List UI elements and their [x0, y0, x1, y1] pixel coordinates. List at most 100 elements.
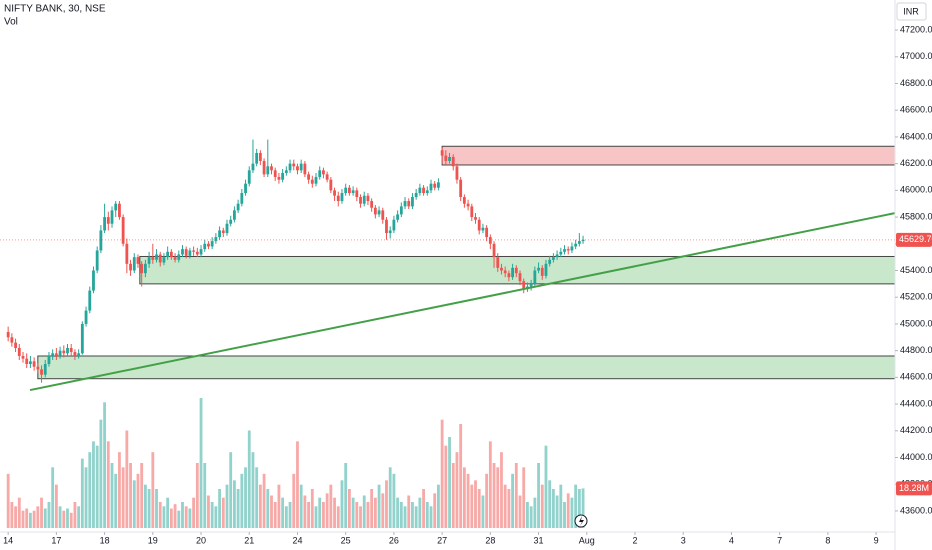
candle-body: [288, 163, 292, 171]
volume-bar: [344, 463, 348, 528]
overlay: [0, 212, 896, 392]
y-tick-label: 44600.00: [900, 372, 932, 382]
candle-body: [58, 350, 62, 356]
volume-bar: [340, 480, 344, 528]
volume-bar: [240, 473, 244, 528]
volume-bar: [247, 430, 251, 528]
candle-body: [143, 263, 147, 274]
volume-bar: [566, 493, 570, 528]
volume-bar: [14, 506, 17, 528]
candle-body: [95, 250, 99, 271]
currency-box[interactable]: [896, 2, 927, 21]
volume-bar: [266, 489, 270, 528]
candle-body: [244, 183, 247, 194]
candle-body: [474, 217, 477, 220]
volume-label-box: [896, 481, 932, 496]
volume-bar: [140, 463, 144, 528]
volume-bar: [58, 506, 62, 528]
candle-body: [25, 358, 29, 365]
candle-body: [574, 243, 578, 247]
candle-body: [455, 166, 459, 180]
candle-body: [540, 267, 544, 276]
volume-bar: [492, 463, 496, 528]
currency[interactable]: INR: [903, 6, 919, 16]
candle-body: [270, 166, 273, 171]
volume-bar: [155, 489, 158, 528]
volume-bar: [511, 473, 515, 528]
candle-body: [559, 251, 563, 255]
x-tick-label: 27: [437, 535, 447, 545]
y-tick-label: 45400.00: [900, 265, 932, 275]
volume-bar: [136, 473, 140, 528]
candle-body: [158, 254, 162, 263]
volume-bar: [62, 510, 66, 528]
volume-bar: [429, 506, 433, 528]
x-tick-label: 14: [3, 535, 13, 545]
volume-bar: [77, 506, 81, 528]
candle-body: [340, 193, 344, 202]
volume-bar: [129, 463, 132, 528]
candle-body: [221, 230, 225, 234]
volume-bar: [425, 502, 429, 528]
y-tick-label: 46000.00: [900, 185, 932, 195]
volume-bar: [132, 480, 136, 528]
candle-body: [355, 190, 359, 198]
candle-body: [240, 193, 244, 204]
candle-body: [307, 174, 311, 180]
candle-body: [140, 263, 144, 274]
volume-bar: [6, 473, 10, 528]
candle-body: [203, 243, 207, 250]
candle-body: [514, 267, 518, 274]
volume-bar: [251, 452, 255, 528]
candle-body: [477, 219, 481, 231]
candle-body: [407, 201, 411, 207]
volume-bar: [347, 489, 351, 528]
volume-bar: [169, 508, 173, 528]
volume-bar: [336, 506, 340, 528]
candle-body: [563, 249, 566, 252]
volume-bar: [444, 445, 448, 528]
candle-body: [377, 210, 381, 215]
volume-bar: [66, 508, 69, 528]
volume-bar: [570, 497, 574, 528]
volume-bar: [459, 424, 463, 528]
volume-bar: [466, 473, 470, 528]
candle-body: [151, 257, 155, 260]
volume-bar: [488, 441, 492, 528]
volume-bar: [329, 484, 333, 528]
candle-body: [448, 156, 451, 161]
candle-body: [333, 190, 336, 196]
candle-body: [199, 249, 203, 255]
volume-bar: [437, 484, 440, 528]
candle-body: [451, 156, 455, 167]
volume-bar: [92, 441, 95, 528]
volume-bar: [514, 463, 518, 528]
volume-bar: [125, 430, 129, 528]
volume-bar: [403, 506, 407, 528]
x-tick-label: Aug: [579, 535, 595, 545]
candle-body: [385, 219, 388, 234]
volume-bar: [303, 495, 307, 528]
candle-body: [318, 170, 322, 177]
volume-bar: [462, 467, 466, 528]
x-tick-label: 20: [196, 535, 206, 545]
candle-body: [488, 237, 492, 244]
x-tick-label: 21: [244, 535, 254, 545]
candle-body: [511, 267, 515, 278]
lightning-glyph: [579, 516, 584, 526]
candle-body: [17, 347, 21, 356]
volume-bar: [277, 484, 281, 528]
volume-bar: [203, 463, 207, 528]
volume-bar: [551, 489, 555, 528]
last-price-box: [896, 232, 932, 247]
candle-body: [296, 166, 299, 171]
volume-bar: [195, 463, 199, 528]
last-price-label: 45629.70: [899, 234, 932, 244]
volume-bar: [262, 473, 266, 528]
candle-body: [162, 257, 166, 263]
candle-body: [214, 237, 218, 242]
candle-body: [392, 219, 396, 231]
candle-body: [362, 195, 366, 204]
volume-bar: [433, 493, 437, 528]
x-tick-label: 7: [777, 535, 782, 545]
